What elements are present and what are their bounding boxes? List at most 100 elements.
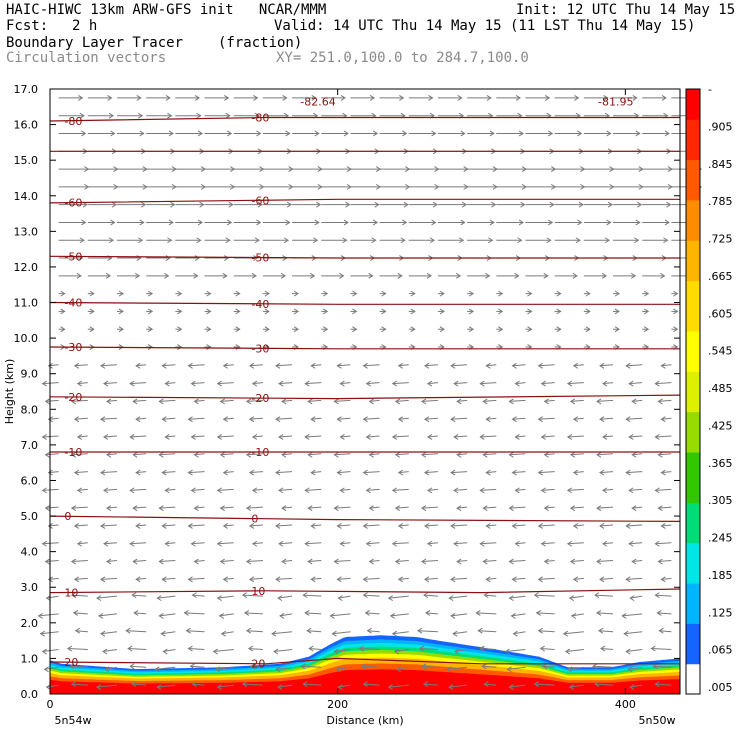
wind-vector <box>613 166 644 172</box>
wind-vector <box>368 505 380 512</box>
wind-vector <box>321 326 329 333</box>
wind-vector <box>220 630 234 637</box>
colorbar-segment <box>686 159 700 171</box>
wind-vector <box>408 219 437 226</box>
colorbar-segment <box>686 290 700 302</box>
valid-time: Valid: 14 UTC Thu 14 May 15 (11 LST Thu … <box>274 18 696 34</box>
wind-vector <box>193 451 205 458</box>
wind-vector <box>479 487 497 494</box>
contour-label: 10 <box>251 585 265 598</box>
wind-vector <box>594 592 614 599</box>
wind-vector <box>408 201 438 208</box>
wind-vector <box>596 610 614 616</box>
wind-vector <box>554 326 562 333</box>
wind-vector <box>362 469 380 476</box>
contour-label: 20 <box>64 656 78 669</box>
wind-vector <box>135 576 147 583</box>
wind-vector <box>191 681 205 688</box>
wind-vector <box>628 487 643 494</box>
wind-vector <box>482 505 497 512</box>
y-tick-label: 11.0 <box>14 297 39 310</box>
wind-vector <box>543 451 555 458</box>
wind-vector <box>100 469 118 476</box>
wind-vector <box>275 416 293 423</box>
wind-vector <box>379 290 387 297</box>
wind-vector <box>262 219 291 226</box>
wind-vector <box>87 201 118 208</box>
wind-vector <box>496 219 524 226</box>
wind-vector <box>331 630 351 637</box>
wind-vector <box>219 451 234 458</box>
wind-vector <box>625 648 643 655</box>
contour-label: -10 <box>251 446 269 459</box>
wind-vector <box>129 540 147 547</box>
wind-vector <box>448 684 468 691</box>
wind-vector <box>158 451 176 458</box>
wind-vector <box>251 380 263 387</box>
wind-vector <box>233 166 265 172</box>
wind-vector <box>304 487 322 494</box>
wind-vector <box>204 255 230 261</box>
wind-vector <box>417 627 438 634</box>
wind-vector <box>304 610 322 616</box>
wind-vector <box>583 130 612 137</box>
wind-vector <box>446 666 468 673</box>
wind-vector <box>350 201 380 208</box>
wind-vector <box>391 630 409 637</box>
wind-vector <box>310 469 322 476</box>
wind-vector <box>467 308 475 315</box>
contour-labels: -80 -80 -60 -60 -50 -50 -40 -40 -30 -30 -20 -20 -10 -… <box>64 95 633 670</box>
wind-vector <box>485 576 497 583</box>
wind-vector <box>292 272 316 279</box>
y-tick-label: 17.0 <box>14 83 39 96</box>
wind-vector <box>161 523 176 529</box>
wind-vector <box>642 237 669 244</box>
wind-vector <box>175 130 204 137</box>
model-title: HAIC-HIWC 13km ARW-GFS init NCAR/MMM <box>6 2 327 18</box>
wind-vector <box>193 398 205 405</box>
contour-label: 0 <box>64 510 71 523</box>
wind-vector <box>161 416 176 423</box>
circulation-vectors <box>37 94 703 691</box>
wind-vector <box>475 610 497 616</box>
colorbar-segment <box>686 492 700 503</box>
colorbar-segment <box>686 532 700 544</box>
wind-vector <box>333 558 351 565</box>
wind-vector <box>146 112 173 119</box>
wind-vector <box>304 540 322 547</box>
wind-vector <box>456 558 468 565</box>
wind-vector <box>539 645 555 652</box>
contour-line <box>49 588 681 594</box>
wind-vector <box>427 434 438 440</box>
colorbar-segment <box>686 391 700 403</box>
wind-vector <box>566 487 584 494</box>
wind-vector <box>569 451 584 458</box>
colorbar-label: - <box>708 83 712 96</box>
wind-vector <box>613 201 643 208</box>
wind-vector <box>204 112 231 119</box>
x-endpoint-right: 5n50w <box>639 714 676 727</box>
y-tick-label: 2.0 <box>21 617 39 630</box>
wind-vector <box>175 183 207 190</box>
wind-vector <box>281 451 293 458</box>
wind-vector <box>106 505 118 512</box>
wind-vector <box>218 613 234 619</box>
wind-vector <box>175 219 204 226</box>
wind-vector <box>321 237 348 244</box>
wind-vector <box>214 666 234 673</box>
wind-vector <box>131 592 147 599</box>
wind-vector <box>511 523 526 529</box>
wind-vector <box>496 183 527 190</box>
wind-vector <box>654 540 672 547</box>
wind-vector <box>525 290 533 297</box>
wind-vector <box>336 523 351 529</box>
wind-vector <box>233 308 241 315</box>
wind-vector <box>292 183 323 190</box>
wind-vector <box>537 523 555 529</box>
wind-vector <box>162 648 176 655</box>
wind-vector <box>245 398 263 405</box>
wind-vector <box>599 469 614 476</box>
wind-vector <box>321 219 349 226</box>
wind-vector <box>233 237 260 244</box>
